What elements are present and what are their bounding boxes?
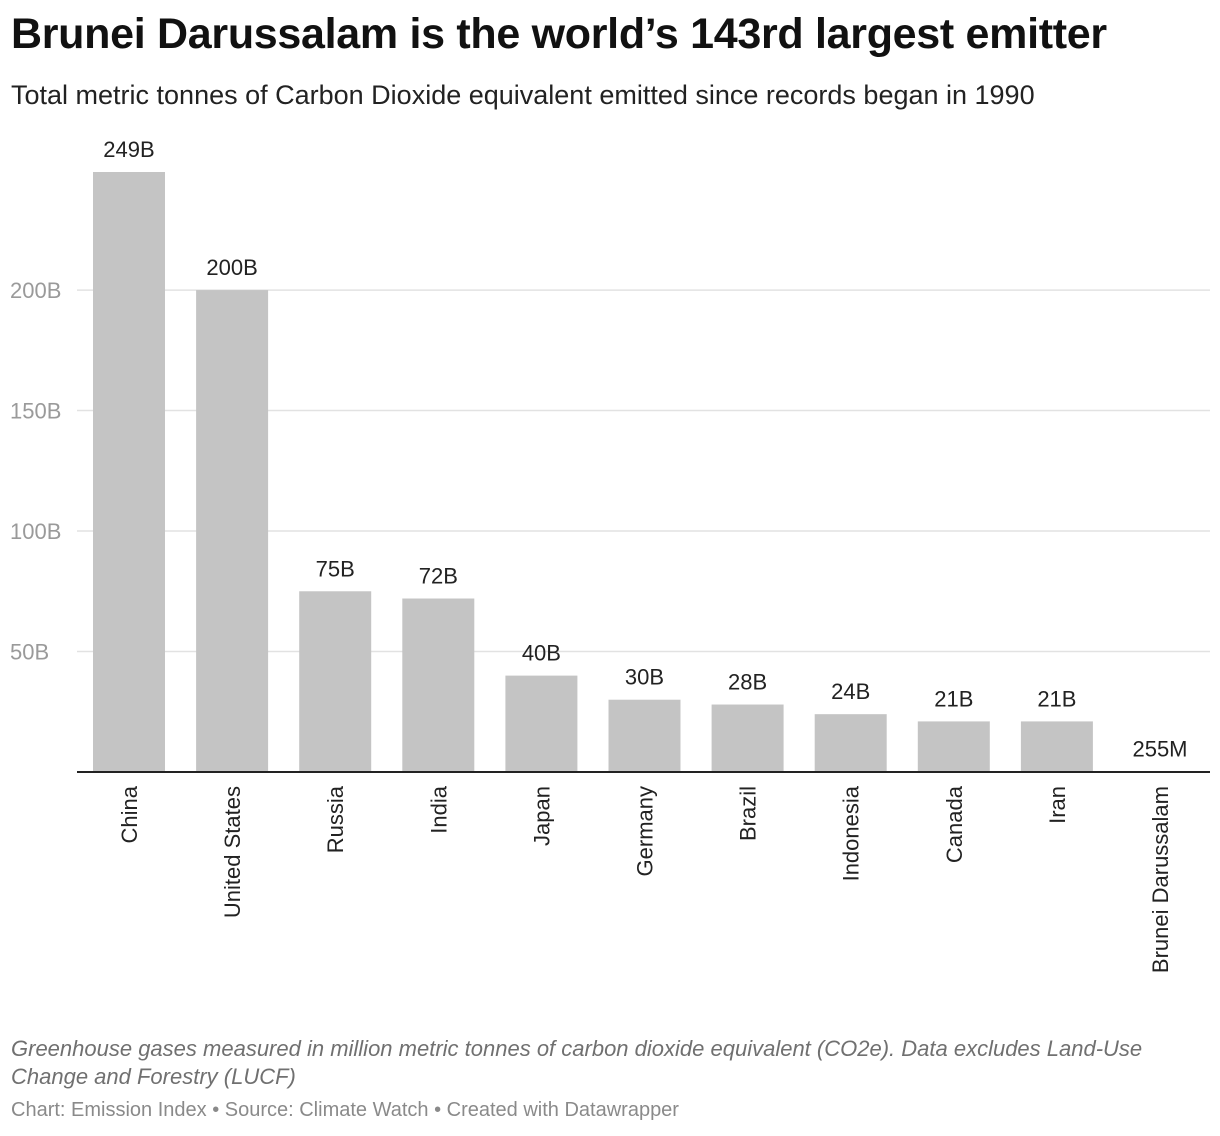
data-label: 21B	[934, 686, 973, 711]
bar	[505, 675, 578, 772]
x-tick-label: United States	[220, 786, 245, 918]
bar	[814, 714, 887, 772]
bar	[299, 591, 372, 772]
data-label: 21B	[1037, 686, 1076, 711]
x-axis-ticks: China United States Russia India Japan German…	[117, 785, 1173, 973]
bars	[93, 172, 1196, 772]
x-tick-label: Canada	[942, 785, 967, 863]
data-label: 24B	[831, 679, 870, 704]
data-label: 249B	[103, 137, 154, 162]
x-tick-label: India	[426, 785, 451, 833]
bar	[196, 290, 269, 772]
chart-credits: Chart: Emission Index • Source: Climate …	[11, 1099, 679, 1121]
x-tick-label: China	[117, 785, 142, 843]
x-tick-label: Brunei Darussalam	[1148, 786, 1173, 973]
x-tick-label: Japan	[529, 786, 554, 846]
x-tick-label: Germany	[633, 786, 658, 876]
data-label: 72B	[419, 564, 458, 589]
bar	[917, 721, 990, 772]
data-label: 30B	[625, 665, 664, 690]
x-tick-label: Russia	[323, 785, 348, 853]
y-tick-label: 150B	[10, 399, 61, 424]
y-tick-label: 100B	[10, 519, 61, 544]
y-tick-label: 50B	[10, 640, 49, 665]
chart-subtitle: Total metric tonnes of Carbon Dioxide eq…	[11, 80, 1035, 110]
bar	[711, 704, 784, 772]
bar	[1020, 721, 1093, 772]
data-label: 200B	[206, 255, 257, 280]
data-label: 28B	[728, 670, 767, 695]
data-label: 75B	[316, 556, 355, 581]
y-tick-label: 200B	[10, 278, 61, 303]
x-tick-label: Indonesia	[839, 785, 864, 881]
bar	[93, 172, 165, 772]
data-label: 255M	[1132, 736, 1187, 761]
y-axis-ticks: 50B 100B 150B 200B	[10, 278, 61, 664]
chart-title: Brunei Darussalam is the world’s 143rd l…	[11, 10, 1107, 58]
data-labels: 249B 200B 75B 72B 40B 30B 28B 24B 21B 21B 255M	[103, 137, 1187, 761]
x-tick-label: Brazil	[736, 786, 761, 841]
data-label: 40B	[522, 641, 561, 666]
x-tick-label: Iran	[1045, 786, 1070, 824]
chart-notes: Greenhouse gases measured in million met…	[11, 1036, 1143, 1089]
bar	[608, 699, 681, 772]
bar	[402, 598, 475, 772]
